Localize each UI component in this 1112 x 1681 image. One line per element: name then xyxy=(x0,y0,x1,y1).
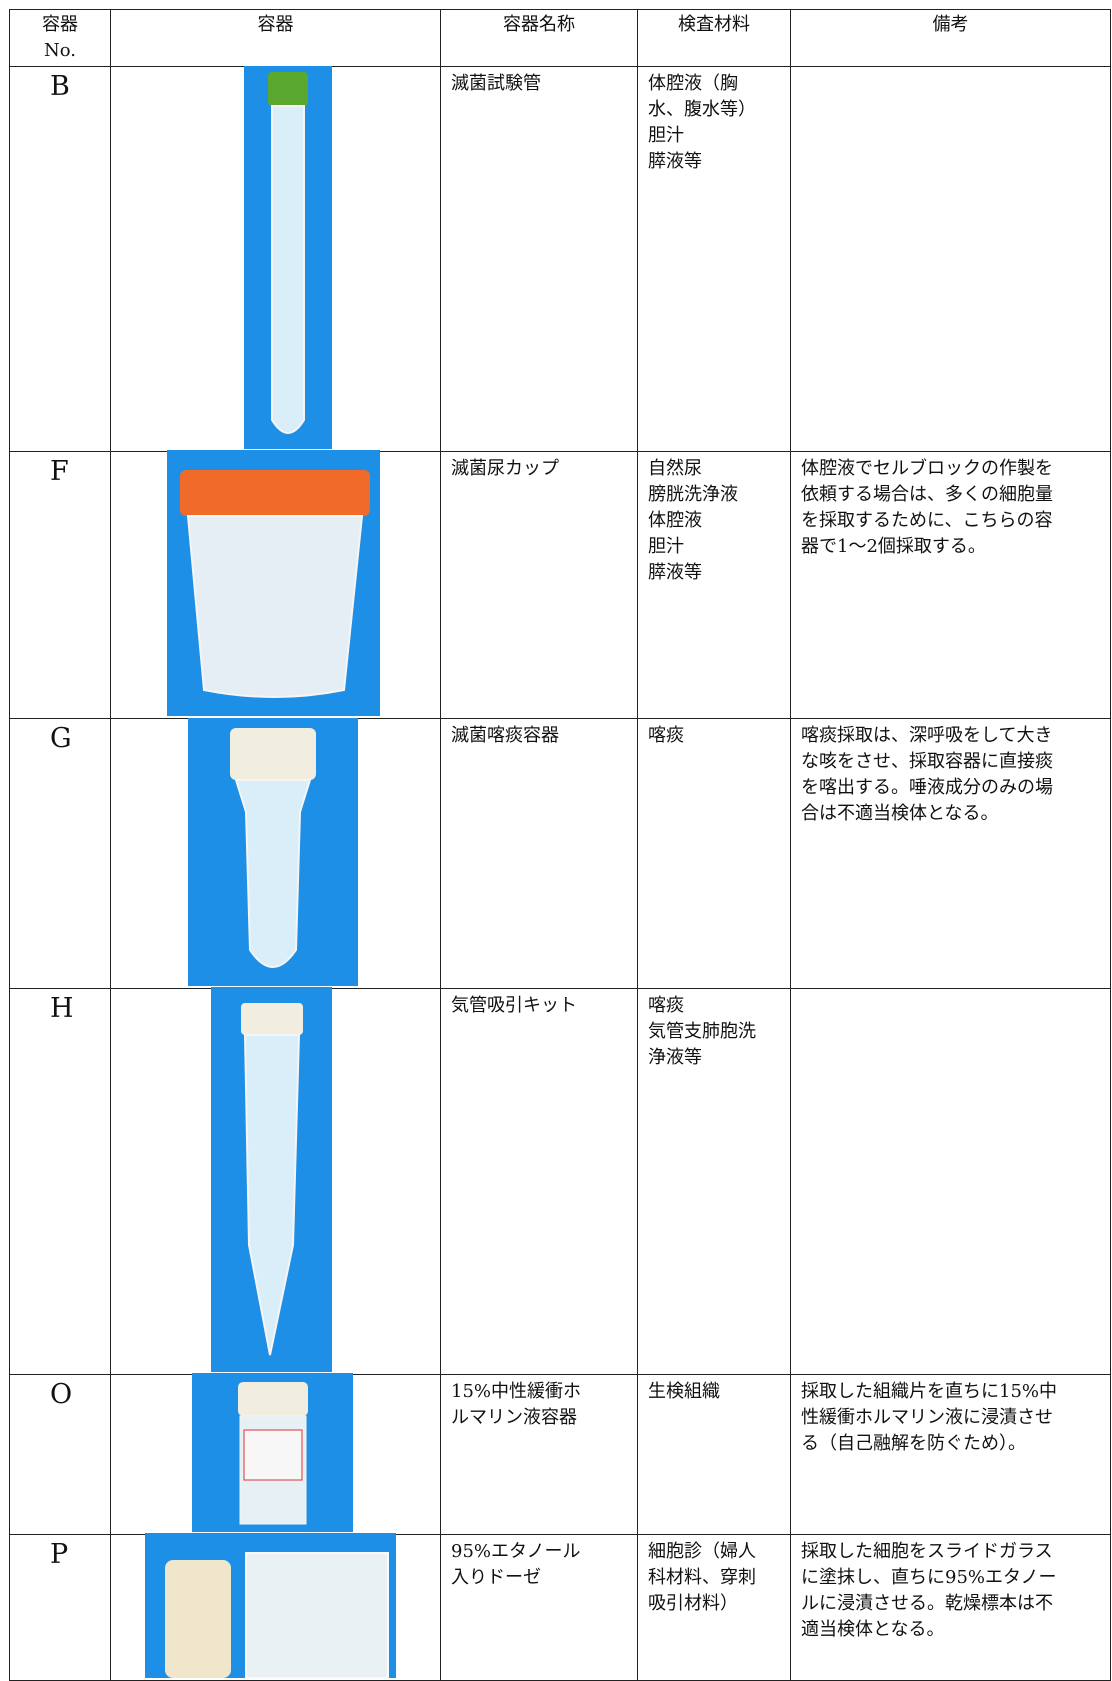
text-line: 適当検体となる。 xyxy=(801,1619,945,1640)
text-line: を採取するために、こちらの容 xyxy=(801,510,1053,531)
photo-cell xyxy=(110,1534,441,1681)
photo-cell xyxy=(110,718,441,989)
header-cell: 備考 xyxy=(790,9,1111,67)
container-id: O xyxy=(9,1374,111,1535)
text-line: 喀痰 xyxy=(648,995,684,1016)
id-text: P xyxy=(50,1539,69,1570)
name-cell: 滅菌尿カップ xyxy=(440,451,638,719)
id-text: O xyxy=(50,1379,73,1410)
text-line: 水、腹水等） xyxy=(648,99,756,120)
photo-cell xyxy=(110,66,441,452)
text-line: 容器 xyxy=(257,14,294,35)
text-line: 膵液等 xyxy=(648,562,702,583)
text-line: 採取した組織片を直ちに15%中 xyxy=(801,1381,1058,1402)
id-text: G xyxy=(50,723,72,754)
text-line: 依頼する場合は、多くの細胞量 xyxy=(801,484,1053,505)
text-line: 科材料、穿刺 xyxy=(648,1567,756,1588)
table-row: G 滅菌喀痰容器 喀痰 喀痰採取は、深呼吸をして大き な咳をさせ、採取容器に直接痰 を喀出… xyxy=(9,718,1111,989)
text-line: 15%中性緩衝ホ xyxy=(451,1381,582,1402)
table-row: B 滅菌試験管 体腔液（胸水、腹水等） 胆汁膵液等 xyxy=(9,66,1111,452)
text-line: な咳をさせ、採取容器に直接痰 xyxy=(801,751,1053,772)
container-id: P xyxy=(9,1534,111,1681)
header-row: 容器 No. 容器 容器名称 検査材料 備考 xyxy=(9,9,1111,67)
table-row: P 95%エタノール 入りドーゼ 細胞診（婦人 科材料、穿刺 吸引材料） 採取した細胞をスラ… xyxy=(9,1534,1111,1681)
text-line: 体腔液（胸 xyxy=(648,73,738,94)
id-text: B xyxy=(50,71,70,102)
text-line: に塗抹し、直ちに95%エタノー xyxy=(801,1567,1057,1588)
text-line: 細胞診（婦人 xyxy=(648,1541,756,1562)
text-line: No. xyxy=(44,40,76,61)
name-cell: 滅菌試験管 xyxy=(440,66,638,452)
notes-cell: 採取した細胞をスライドガラス に塗抹し、直ちに95%エタノー ルに浸漬させる。乾燥標… xyxy=(790,1534,1111,1681)
materials-cell: 自然尿膀胱洗浄液体腔液胆汁膵液等 xyxy=(637,451,791,719)
text-line: 膵液等 xyxy=(648,151,702,172)
table-row: H 気管吸引キット 喀痰気管支肺胞洗 浄液等 xyxy=(9,988,1111,1375)
text-line: を喀出する。唾液成分のみの場 xyxy=(801,777,1053,798)
materials-cell: 生検組織 xyxy=(637,1374,791,1535)
text-line: 滅菌試験管 xyxy=(451,73,541,94)
text-line: 胆汁 xyxy=(648,536,684,557)
container-id: F xyxy=(9,451,111,719)
text-line: 滅菌尿カップ xyxy=(451,458,559,479)
header-cell: 容器名称 xyxy=(440,9,638,67)
header-cell: 容器 No. xyxy=(9,9,111,67)
materials-cell: 喀痰気管支肺胞洗 浄液等 xyxy=(637,988,791,1375)
materials-cell: 細胞診（婦人 科材料、穿刺 吸引材料） xyxy=(637,1534,791,1681)
text-line: 浄液等 xyxy=(648,1047,702,1068)
text-line: 容器 xyxy=(42,14,78,35)
text-line: 検査材料 xyxy=(678,14,750,35)
name-cell: 15%中性緩衝ホ ルマリン液容器 xyxy=(440,1374,638,1535)
text-line: 胆汁 xyxy=(648,125,684,146)
text-line: 95%エタノール xyxy=(451,1541,581,1562)
notes-cell: 喀痰採取は、深呼吸をして大き な咳をさせ、採取容器に直接痰 を喀出する。唾液成分のみ… xyxy=(790,718,1111,989)
text-line: ルに浸漬させる。乾燥標本は不 xyxy=(801,1593,1053,1614)
text-line: 容器名称 xyxy=(503,14,575,35)
text-line: 器で1〜2個採取する。 xyxy=(801,536,986,557)
name-cell: 95%エタノール 入りドーゼ xyxy=(440,1534,638,1681)
id-text: F xyxy=(50,456,69,487)
text-line: 体腔液でセルブロックの作製を xyxy=(801,458,1053,479)
notes-cell xyxy=(790,988,1111,1375)
text-line: 吸引材料） xyxy=(648,1593,738,1614)
header-cell: 検査材料 xyxy=(637,9,791,67)
text-line: 気管吸引キット xyxy=(451,995,577,1016)
text-line: ルマリン液容器 xyxy=(451,1407,577,1428)
text-line: る（自己融解を防ぐため）。 xyxy=(801,1433,1026,1454)
container-id: G xyxy=(9,718,111,989)
notes-cell: 体腔液でセルブロックの作製を 依頼する場合は、多くの細胞量 を採取するために、こちら… xyxy=(790,451,1111,719)
text-line: 喀痰採取は、深呼吸をして大き xyxy=(801,725,1053,746)
photo-cell xyxy=(110,988,441,1375)
notes-cell: 採取した組織片を直ちに15%中 性緩衝ホルマリン液に浸漬させ る（自己融解を防ぐため… xyxy=(790,1374,1111,1535)
notes-cell xyxy=(790,66,1111,452)
text-line: 体腔液 xyxy=(648,510,702,531)
text-line: 入りドーゼ xyxy=(451,1567,541,1588)
photo-cell xyxy=(110,451,441,719)
container-id: B xyxy=(9,66,111,452)
text-line: 気管支肺胞洗 xyxy=(648,1021,756,1042)
name-cell: 気管吸引キット xyxy=(440,988,638,1375)
text-line: 自然尿 xyxy=(648,458,702,479)
text-line: 採取した細胞をスライドガラス xyxy=(801,1541,1053,1562)
text-line: 生検組織 xyxy=(648,1381,720,1402)
text-line: 喀痰 xyxy=(648,725,684,746)
text-line: 合は不適当検体となる。 xyxy=(801,803,999,824)
container-table: 容器 No. 容器 容器名称 検査材料 備考 B 滅菌試験管 体腔液（胸 水、腹水等） 胆汁 膵液等… xyxy=(9,9,1111,1681)
container-id: H xyxy=(9,988,111,1375)
table-row: O 15%中性緩衝ホ ルマリン液容器 生検組織 採取した組織片を直ちに15%中 性緩衝ホル… xyxy=(9,1374,1111,1535)
materials-cell: 喀痰 xyxy=(637,718,791,989)
text-line: 滅菌喀痰容器 xyxy=(451,725,559,746)
table-row: F 滅菌尿カップ 自然尿 膀胱洗浄液 体腔液 胆汁 膵液等 体腔液でセルブロックの作製を 依頼す… xyxy=(9,451,1111,719)
header-cell: 容器 xyxy=(110,9,441,67)
materials-cell: 体腔液（胸水、腹水等） 胆汁膵液等 xyxy=(637,66,791,452)
photo-cell xyxy=(110,1374,441,1535)
name-cell: 滅菌喀痰容器 xyxy=(440,718,638,989)
id-text: H xyxy=(50,993,74,1024)
text-line: 性緩衝ホルマリン液に浸漬させ xyxy=(801,1407,1053,1428)
text-line: 備考 xyxy=(932,14,969,35)
text-line: 膀胱洗浄液 xyxy=(648,484,738,505)
